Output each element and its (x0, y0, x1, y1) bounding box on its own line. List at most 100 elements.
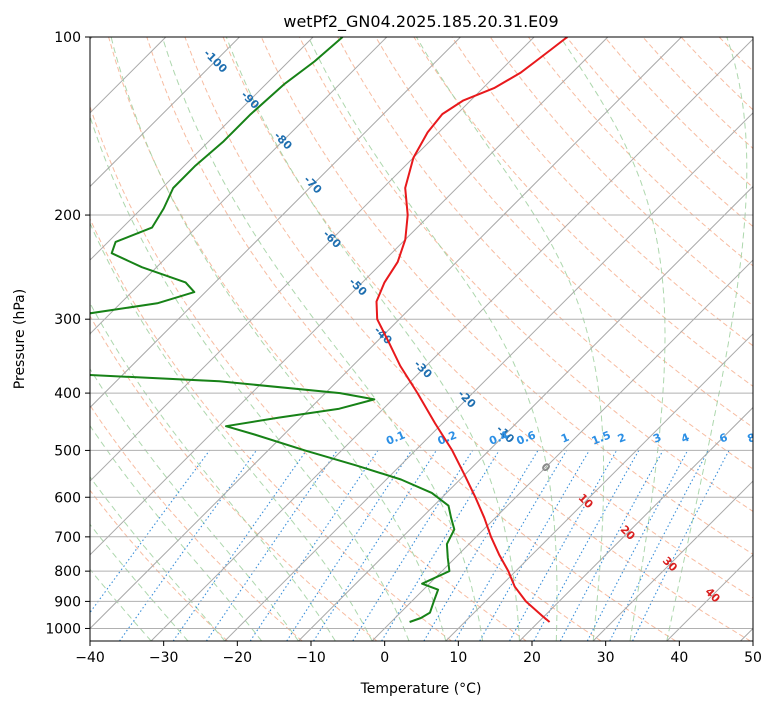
mixing-ratio-label: 0.1 (384, 428, 407, 447)
mixing-ratio-label: 4 (679, 431, 691, 446)
isotherm-line (90, 37, 240, 188)
x-tick-label: 30 (597, 650, 615, 666)
moist-adiabat-line (225, 37, 520, 641)
mixing-ratio-label: 3 (651, 431, 663, 446)
x-tick-label: −20 (223, 650, 253, 666)
mixing-ratio-line (381, 450, 500, 641)
mixing-ratio-label: 1 (559, 431, 571, 446)
isotherm-line (90, 37, 535, 482)
isotherm-line (150, 38, 753, 641)
mixing-ratio-line (205, 450, 338, 641)
x-tick-label: 0 (380, 650, 389, 666)
dry-adiabat-line (680, 37, 753, 111)
dry-adiabat-line (489, 37, 753, 307)
mixing-ratio-line (559, 450, 664, 641)
moist-adiabat-line (161, 37, 484, 641)
isotherm-line (90, 37, 388, 335)
mixing-ratio-line (172, 450, 307, 641)
mixing-ratio-label: 0.6 (515, 428, 538, 447)
background-lines (90, 37, 775, 641)
mixing-ratio-label: 2 (616, 431, 628, 446)
dry-adiabat-line (375, 37, 753, 429)
dry-adiabat-line (451, 37, 753, 347)
dry-adiabat-line (222, 37, 753, 599)
x-tick-label: 40 (670, 650, 688, 666)
dry-adiabat-line (108, 37, 602, 641)
moist-adiabat-line (90, 302, 336, 641)
isotherm-line (298, 185, 753, 641)
dry-adiabat-line (604, 37, 753, 189)
isotherm-line (90, 37, 314, 261)
plot-frame (89, 36, 754, 642)
dry-adiabat-line (337, 37, 753, 470)
mixing-ratio-line (533, 450, 640, 641)
isotherm-line (519, 406, 753, 641)
dewpoint-line (90, 37, 456, 623)
moist-adiabat-line (90, 114, 410, 641)
line-labels: -100-90-80-70-60-50-40-30-20-10010203040… (201, 47, 775, 606)
x-tick-label: −40 (75, 650, 105, 666)
dry-adiabat-line (90, 489, 228, 641)
dry-adiabat-line (90, 314, 378, 641)
mixing-ratio-label: 1.5 (590, 428, 613, 447)
mixing-ratio-line (313, 450, 437, 641)
x-axis-label: Temperature (°C) (360, 681, 482, 697)
isotherm-line (90, 37, 609, 556)
moist-adiabat-line (90, 523, 189, 641)
moist-adiabat-line (559, 37, 666, 641)
isotherm-line (224, 112, 753, 641)
temperature-line (375, 37, 568, 623)
y-tick-label: 700 (54, 530, 81, 546)
y-axis: 100 200 300 400 500 600 700 800 900 1000 (45, 30, 90, 637)
x-tick-label: 10 (449, 650, 467, 666)
dry-adiabat-line (413, 37, 753, 387)
mixing-ratio-line (609, 450, 709, 641)
moist-adiabat-line (90, 476, 226, 641)
isotherm-line (90, 37, 682, 630)
moist-adiabat-line (90, 222, 373, 641)
y-tick-label: 900 (54, 594, 81, 610)
y-tick-label: 400 (54, 386, 81, 402)
mixing-ratio-line (423, 450, 539, 641)
dry-adiabat-line (260, 37, 753, 555)
moist-adiabat-line (307, 37, 558, 641)
dry-adiabat-line (90, 105, 527, 641)
mixing-ratio-line (632, 450, 730, 641)
dry-adiabat-line (757, 37, 775, 641)
dry-adiabat-line (90, 217, 452, 641)
y-tick-label: 600 (54, 490, 81, 506)
mixing-ratio-line (249, 450, 379, 641)
moist-adiabat-line (415, 37, 605, 641)
y-tick-label: 300 (54, 312, 81, 328)
y-tick-label: 1000 (45, 621, 81, 637)
mixing-ratio-line (352, 450, 474, 641)
dry-adiabat-line (298, 37, 753, 512)
x-tick-label: 50 (744, 650, 762, 666)
isotherm-line (445, 333, 753, 641)
isotherm-line (90, 37, 461, 409)
x-tick-label: 20 (523, 650, 541, 666)
dry-adiabat-line (90, 404, 303, 641)
x-tick-label: −10 (296, 650, 326, 666)
y-tick-label: 800 (54, 564, 81, 580)
moist-adiabat-line (110, 37, 447, 641)
dry-adiabat-line (146, 37, 676, 641)
mixing-ratio-line (454, 450, 568, 641)
moist-adiabat-line (666, 37, 748, 641)
y-tick-label: 500 (54, 443, 81, 459)
mixing-ratio-line (90, 450, 211, 614)
isotherm-line (592, 480, 753, 641)
sounding-traces (90, 37, 568, 623)
mixing-ratio-line (286, 450, 413, 641)
mixing-ratio-label: 10 (765, 429, 775, 447)
x-axis: −40 −30 −20 −10 0 10 20 30 40 50 (75, 641, 762, 666)
x-tick-label: −30 (149, 650, 179, 666)
y-axis-label: Pressure (hPa) (12, 289, 28, 389)
dry-adiabat-line (642, 37, 753, 150)
mixing-ratio-line (509, 450, 618, 641)
pressure-gridlines (90, 37, 753, 629)
mixing-ratio-label: 8 (746, 431, 758, 446)
dry-adiabat-line (184, 37, 751, 641)
y-tick-label: 100 (54, 30, 81, 46)
